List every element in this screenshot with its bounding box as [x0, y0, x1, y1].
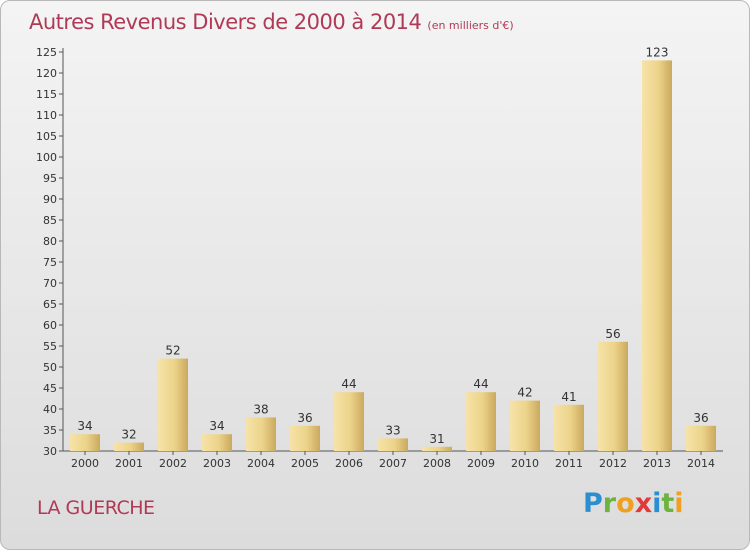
commune-name: LA GUERCHE [37, 497, 155, 519]
bar [334, 392, 364, 451]
data-label: 38 [253, 402, 268, 416]
y-tick-label: 95 [43, 172, 57, 185]
data-label: 123 [646, 45, 669, 59]
x-tick-label: 2001 [115, 457, 143, 470]
proxiti-logo: Proxiti [583, 488, 684, 519]
x-tick-label: 2004 [247, 457, 275, 470]
data-label: 42 [517, 386, 532, 400]
bar [686, 425, 716, 451]
chart-title-text: Autres Revenus Divers de 2000 à 2014 [29, 10, 422, 34]
y-tick-label: 80 [43, 235, 57, 248]
y-tick-label: 55 [43, 340, 57, 353]
x-tick-label: 2000 [71, 457, 99, 470]
data-label: 31 [429, 432, 444, 446]
x-tick-label: 2007 [379, 457, 407, 470]
x-tick-label: 2013 [643, 457, 671, 470]
y-tick-label: 60 [43, 319, 57, 332]
data-label: 44 [473, 377, 488, 391]
bar [642, 60, 672, 452]
y-tick-label: 85 [43, 214, 57, 227]
bar [246, 417, 276, 451]
bar [466, 392, 496, 451]
y-tick-label: 105 [36, 130, 57, 143]
x-tick-label: 2008 [423, 457, 451, 470]
y-tick-label: 125 [36, 46, 57, 59]
chart-unit: (en milliers d'€) [427, 19, 514, 32]
bar [598, 341, 628, 451]
y-tick-label: 120 [36, 67, 57, 80]
axes: 30 35 40 45 50 55 60 65 70 75 80 85 90 95 100 105 110 115… [36, 46, 723, 470]
data-label: 34 [209, 419, 224, 433]
data-labels: 34 32 52 34 38 36 44 33 31 44 42 41 56 123 36 [77, 45, 708, 445]
x-tick-label: 2011 [555, 457, 583, 470]
bar [202, 434, 232, 451]
bar [158, 358, 188, 451]
x-tick-label: 2003 [203, 457, 231, 470]
y-tick-label: 40 [43, 403, 57, 416]
data-label: 32 [121, 428, 136, 442]
data-label: 36 [297, 411, 312, 425]
y-tick-label: 90 [43, 193, 57, 206]
bar [422, 446, 452, 451]
data-label: 44 [341, 377, 356, 391]
y-tick-label: 75 [43, 256, 57, 269]
bar [70, 434, 100, 451]
x-tick-label: 2014 [687, 457, 715, 470]
x-tick-label: 2010 [511, 457, 539, 470]
data-label: 52 [165, 344, 180, 358]
bar [554, 404, 584, 451]
y-tick-label: 115 [36, 88, 57, 101]
bar [114, 442, 144, 451]
x-tick-label: 2005 [291, 457, 319, 470]
y-tick-label: 65 [43, 298, 57, 311]
y-tick-label: 70 [43, 277, 57, 290]
y-tick-label: 100 [36, 151, 57, 164]
bar [510, 400, 540, 451]
y-tick-label: 30 [43, 445, 57, 458]
data-label: 36 [693, 411, 708, 425]
bar [378, 438, 408, 451]
bar [290, 425, 320, 451]
x-tick-label: 2012 [599, 457, 627, 470]
x-tick-label: 2009 [467, 457, 495, 470]
chart-title: Autres Revenus Divers de 2000 à 2014 (en … [29, 10, 514, 34]
data-label: 33 [385, 423, 400, 437]
bars [70, 60, 716, 452]
y-tick-label: 110 [36, 109, 57, 122]
y-tick-label: 45 [43, 382, 57, 395]
x-tick-label: 2006 [335, 457, 363, 470]
data-label: 34 [77, 419, 92, 433]
data-label: 56 [605, 327, 620, 341]
x-tick-label: 2002 [159, 457, 187, 470]
y-tick-label: 50 [43, 361, 57, 374]
data-label: 41 [561, 390, 576, 404]
y-tick-label: 35 [43, 424, 57, 437]
